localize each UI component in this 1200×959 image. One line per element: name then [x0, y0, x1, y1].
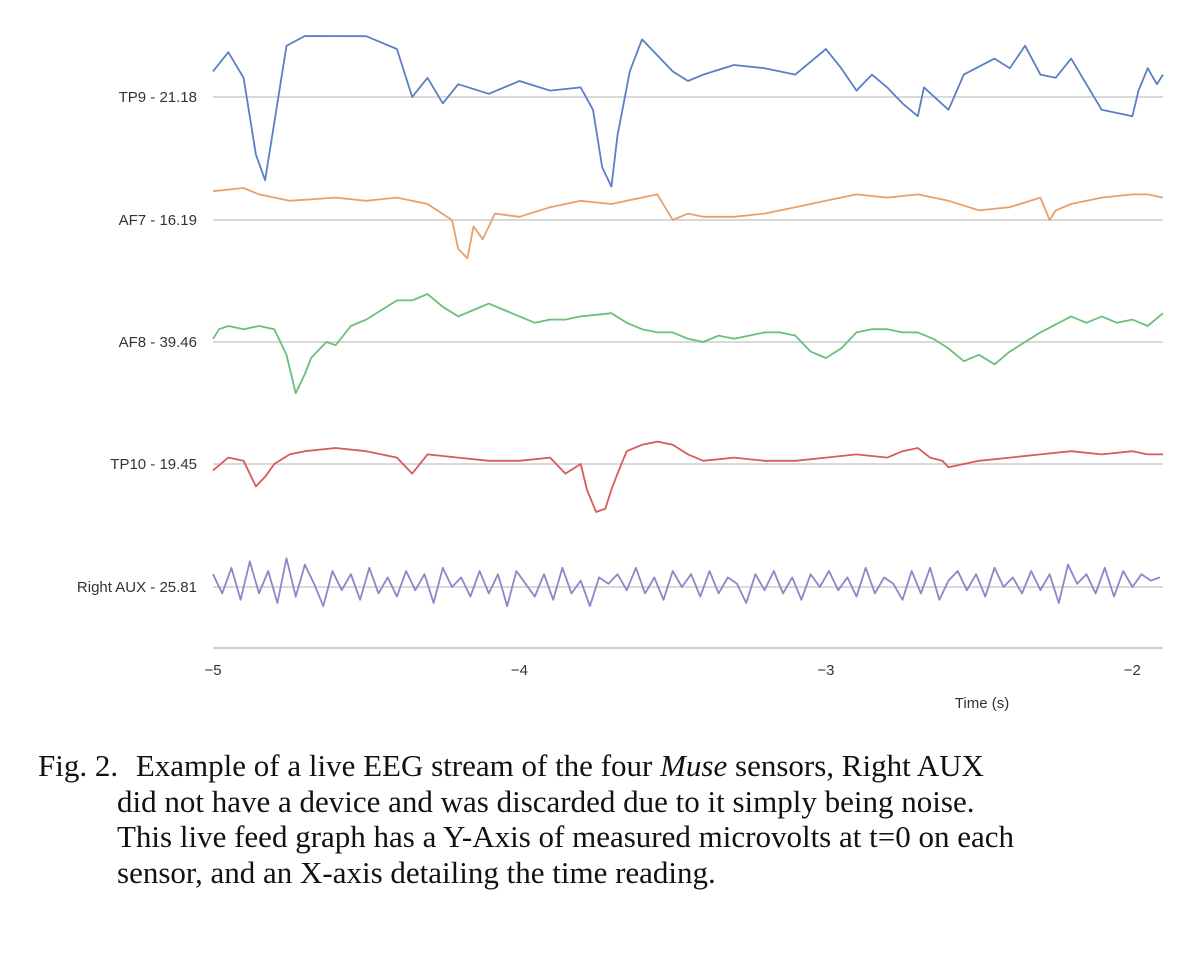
series-label: AF7 - 16.19 — [119, 212, 197, 229]
series-label: AF8 - 39.46 — [119, 334, 197, 351]
caption-line-3: This live feed graph has a Y-Axis of mea… — [117, 819, 1014, 854]
eeg-chart: TP9 - 21.18 AF7 - 16.19 AF8 - 39.46 TP10 - … — [77, 35, 1164, 712]
series-line — [212, 440, 1163, 513]
x-tick-label: −5 — [204, 662, 221, 679]
series-line — [212, 187, 1164, 260]
series-labels: TP9 - 21.18 AF7 - 16.19 AF8 - 39.46 TP10 - … — [77, 89, 197, 596]
caption-label: Fig. 2. — [38, 748, 119, 783]
x-tick-labels: −5 −4 −3 −2 — [204, 662, 1140, 679]
x-tick-label: −3 — [817, 662, 834, 679]
caption-line-1: Fig. 2. Example of a live EEG stream of … — [38, 748, 1168, 784]
series-label: TP10 - 19.45 — [110, 456, 197, 473]
caption-line-4: sensor, and an X-axis detailing the time… — [117, 854, 716, 890]
series-line — [212, 293, 1164, 395]
series-traces — [212, 35, 1164, 608]
caption-emphasis: Muse — [660, 748, 728, 783]
figure-caption: Fig. 2. Example of a live EEG stream of … — [38, 748, 1168, 890]
x-tick-label: −4 — [511, 662, 528, 679]
x-axis-label: Time (s) — [955, 695, 1009, 712]
caption-line-2: did not have a device and was discarded … — [117, 783, 975, 819]
x-tick-label: −2 — [1124, 662, 1141, 679]
gridlines — [213, 96, 1163, 588]
caption-text-after: sensors, Right AUX — [735, 748, 984, 783]
series-line — [212, 35, 1164, 188]
series-label: Right AUX - 25.81 — [77, 579, 197, 596]
series-label: TP9 - 21.18 — [119, 89, 197, 106]
caption-text-before: Example of a live EEG stream of the four — [135, 748, 653, 783]
series-line — [212, 557, 1161, 608]
